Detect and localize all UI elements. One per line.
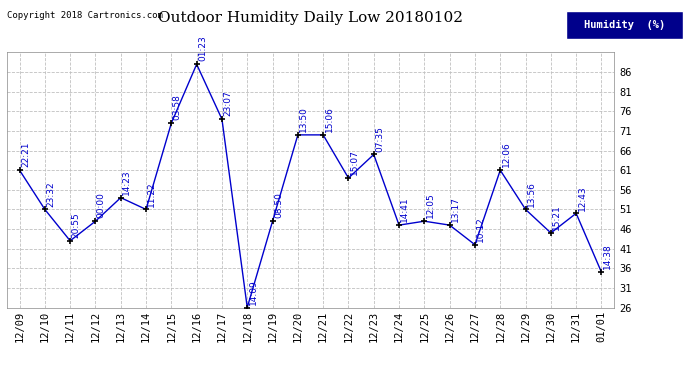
Text: 07:35: 07:35 bbox=[375, 126, 384, 152]
Text: 10:12: 10:12 bbox=[476, 216, 485, 242]
Text: 13:50: 13:50 bbox=[299, 106, 308, 132]
Text: 14:41: 14:41 bbox=[400, 197, 409, 222]
Text: 14:23: 14:23 bbox=[122, 169, 131, 195]
Text: 11:22: 11:22 bbox=[148, 181, 157, 207]
Text: 15:06: 15:06 bbox=[324, 106, 333, 132]
Text: 13:17: 13:17 bbox=[451, 196, 460, 222]
Text: 00:00: 00:00 bbox=[97, 192, 106, 218]
Text: 12:06: 12:06 bbox=[502, 142, 511, 167]
Text: 13:56: 13:56 bbox=[527, 181, 536, 207]
Text: 23:32: 23:32 bbox=[46, 181, 55, 207]
Text: 14:09: 14:09 bbox=[248, 279, 257, 305]
Text: 23:07: 23:07 bbox=[224, 91, 233, 116]
Text: 01:23: 01:23 bbox=[198, 36, 207, 62]
Text: 20:55: 20:55 bbox=[72, 212, 81, 238]
Text: 03:58: 03:58 bbox=[172, 94, 181, 120]
Text: 15:21: 15:21 bbox=[552, 204, 561, 230]
Text: 15:07: 15:07 bbox=[350, 149, 359, 175]
Text: 12:43: 12:43 bbox=[578, 185, 586, 211]
Text: Outdoor Humidity Daily Low 20180102: Outdoor Humidity Daily Low 20180102 bbox=[158, 11, 463, 25]
Text: Copyright 2018 Cartronics.com: Copyright 2018 Cartronics.com bbox=[7, 11, 163, 20]
Text: 08:50: 08:50 bbox=[274, 192, 283, 218]
Text: 22:21: 22:21 bbox=[21, 142, 30, 167]
Text: Humidity  (%): Humidity (%) bbox=[584, 20, 665, 30]
Text: 14:38: 14:38 bbox=[603, 244, 612, 269]
Text: 12:05: 12:05 bbox=[426, 193, 435, 218]
